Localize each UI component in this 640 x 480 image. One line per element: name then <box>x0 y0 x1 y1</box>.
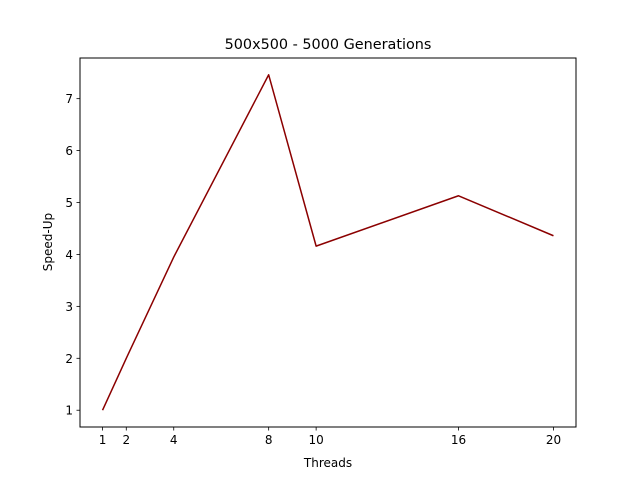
x-tick-label: 10 <box>308 433 323 447</box>
y-tick-label: 1 <box>65 404 73 418</box>
y-tick-label: 2 <box>65 352 73 366</box>
y-tick-label: 6 <box>65 144 73 158</box>
y-axis-label: Speed-Up <box>41 213 55 271</box>
y-axis: 1 2 3 4 5 6 7 <box>65 92 80 418</box>
x-tick-label: 20 <box>546 433 561 447</box>
y-tick-label: 5 <box>65 196 73 210</box>
plot-frame <box>79 57 577 428</box>
series-layer <box>101 74 554 411</box>
x-axis-label: Threads <box>303 456 352 470</box>
x-axis: 1 2 4 8 10 16 20 <box>99 427 561 447</box>
x-tick-label: 4 <box>170 433 178 447</box>
y-tick-label: 3 <box>65 300 73 314</box>
x-tick-label: 16 <box>451 433 466 447</box>
chart-title: 500x500 - 5000 Generations <box>225 37 432 53</box>
plot-area <box>79 57 577 428</box>
y-tick-label: 7 <box>65 92 73 106</box>
x-tick-label: 1 <box>99 433 107 447</box>
y-tick-label: 4 <box>65 248 73 262</box>
x-tick-label: 8 <box>265 433 273 447</box>
x-tick-label: 2 <box>122 433 130 447</box>
